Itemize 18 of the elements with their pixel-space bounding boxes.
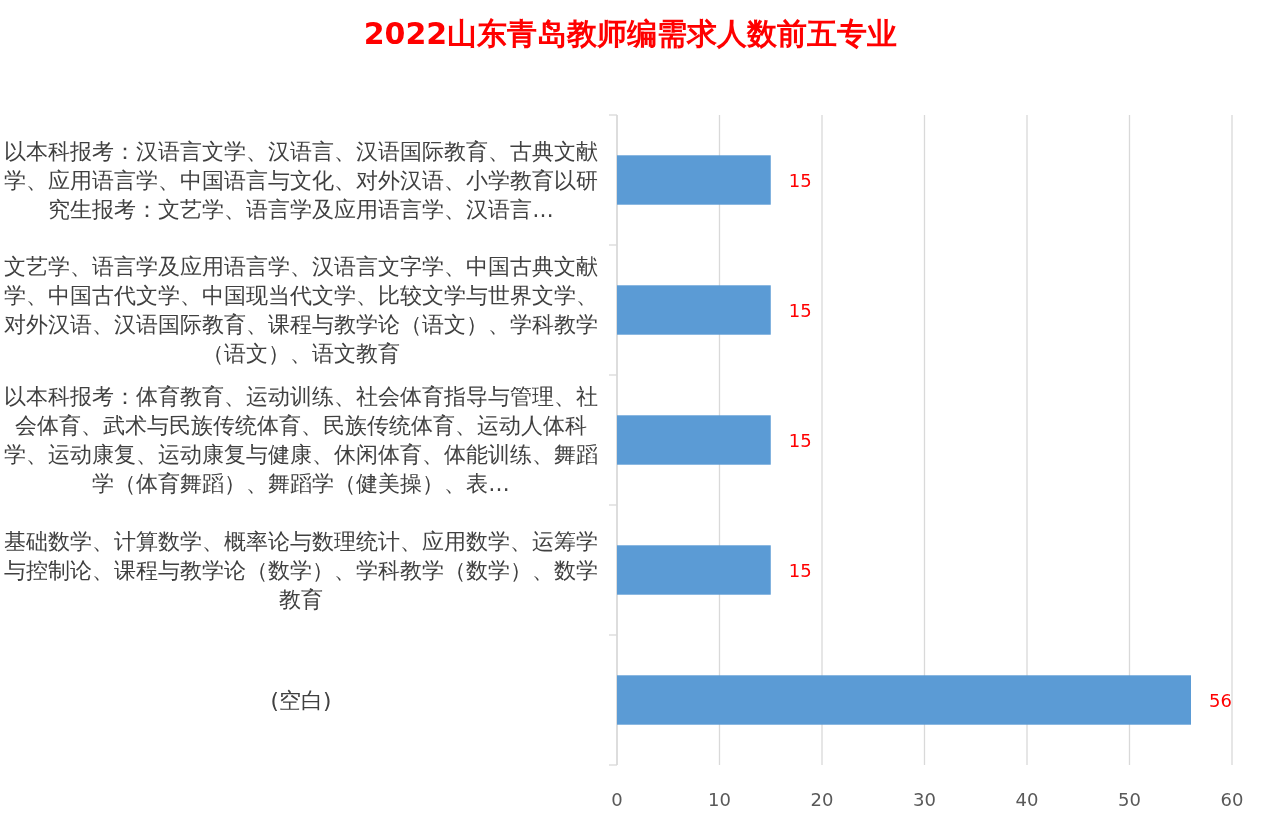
data-label: 15: [788, 560, 812, 581]
data-label: 15: [788, 170, 812, 191]
x-tick-label: 60: [1220, 789, 1244, 810]
x-tick-label: 0: [611, 789, 623, 810]
chart-title: 2022山东青岛教师编需求人数前五专业: [362, 15, 899, 53]
y-tick-label: 以本科报考：体育教育、运动训练、社会体育指导与管理、社会体育、武术与民族传统体育、民族传统体育、运动人体科学、运动康复、运动康复与健康、休闲体育、体能训练、舞蹈学（体育舞蹈）、舞蹈学（健美操）、表…: [4, 383, 598, 498]
data-label: 15: [788, 300, 812, 321]
y-tick-label: 基础数学、计算数学、概率论与数理统计、应用数学、运筹学与控制论、课程与教学论（数学）、学科教学（数学）、数学教育: [4, 527, 598, 614]
x-tick-label: 20: [810, 789, 834, 810]
x-tick-label: 10: [708, 789, 731, 810]
data-label: 15: [788, 430, 812, 451]
data-label: 56: [1209, 690, 1232, 711]
y-tick-label: 以本科报考：汉语言文学、汉语言、汉语国际教育、古典文献学、应用语言学、中国语言与文化、对外汉语、小学教育以研究生报考：文艺学、语言学及应用语言学、汉语言…: [4, 137, 598, 224]
x-tick-label: 30: [913, 789, 936, 810]
x-tick-label: 40: [1015, 789, 1039, 810]
y-tick-label: 文艺学、语言学及应用语言学、汉语言文字学、中国古典文献学、中国古代文学、中国现当代文学、比较文学与世界文学、对外汉语、汉语国际教育、课程与教学论（语文）、学科教学（语文）、语文教育: [4, 253, 598, 368]
x-tick-label: 50: [1118, 789, 1141, 810]
y-tick-label: (空白): [269, 686, 333, 715]
